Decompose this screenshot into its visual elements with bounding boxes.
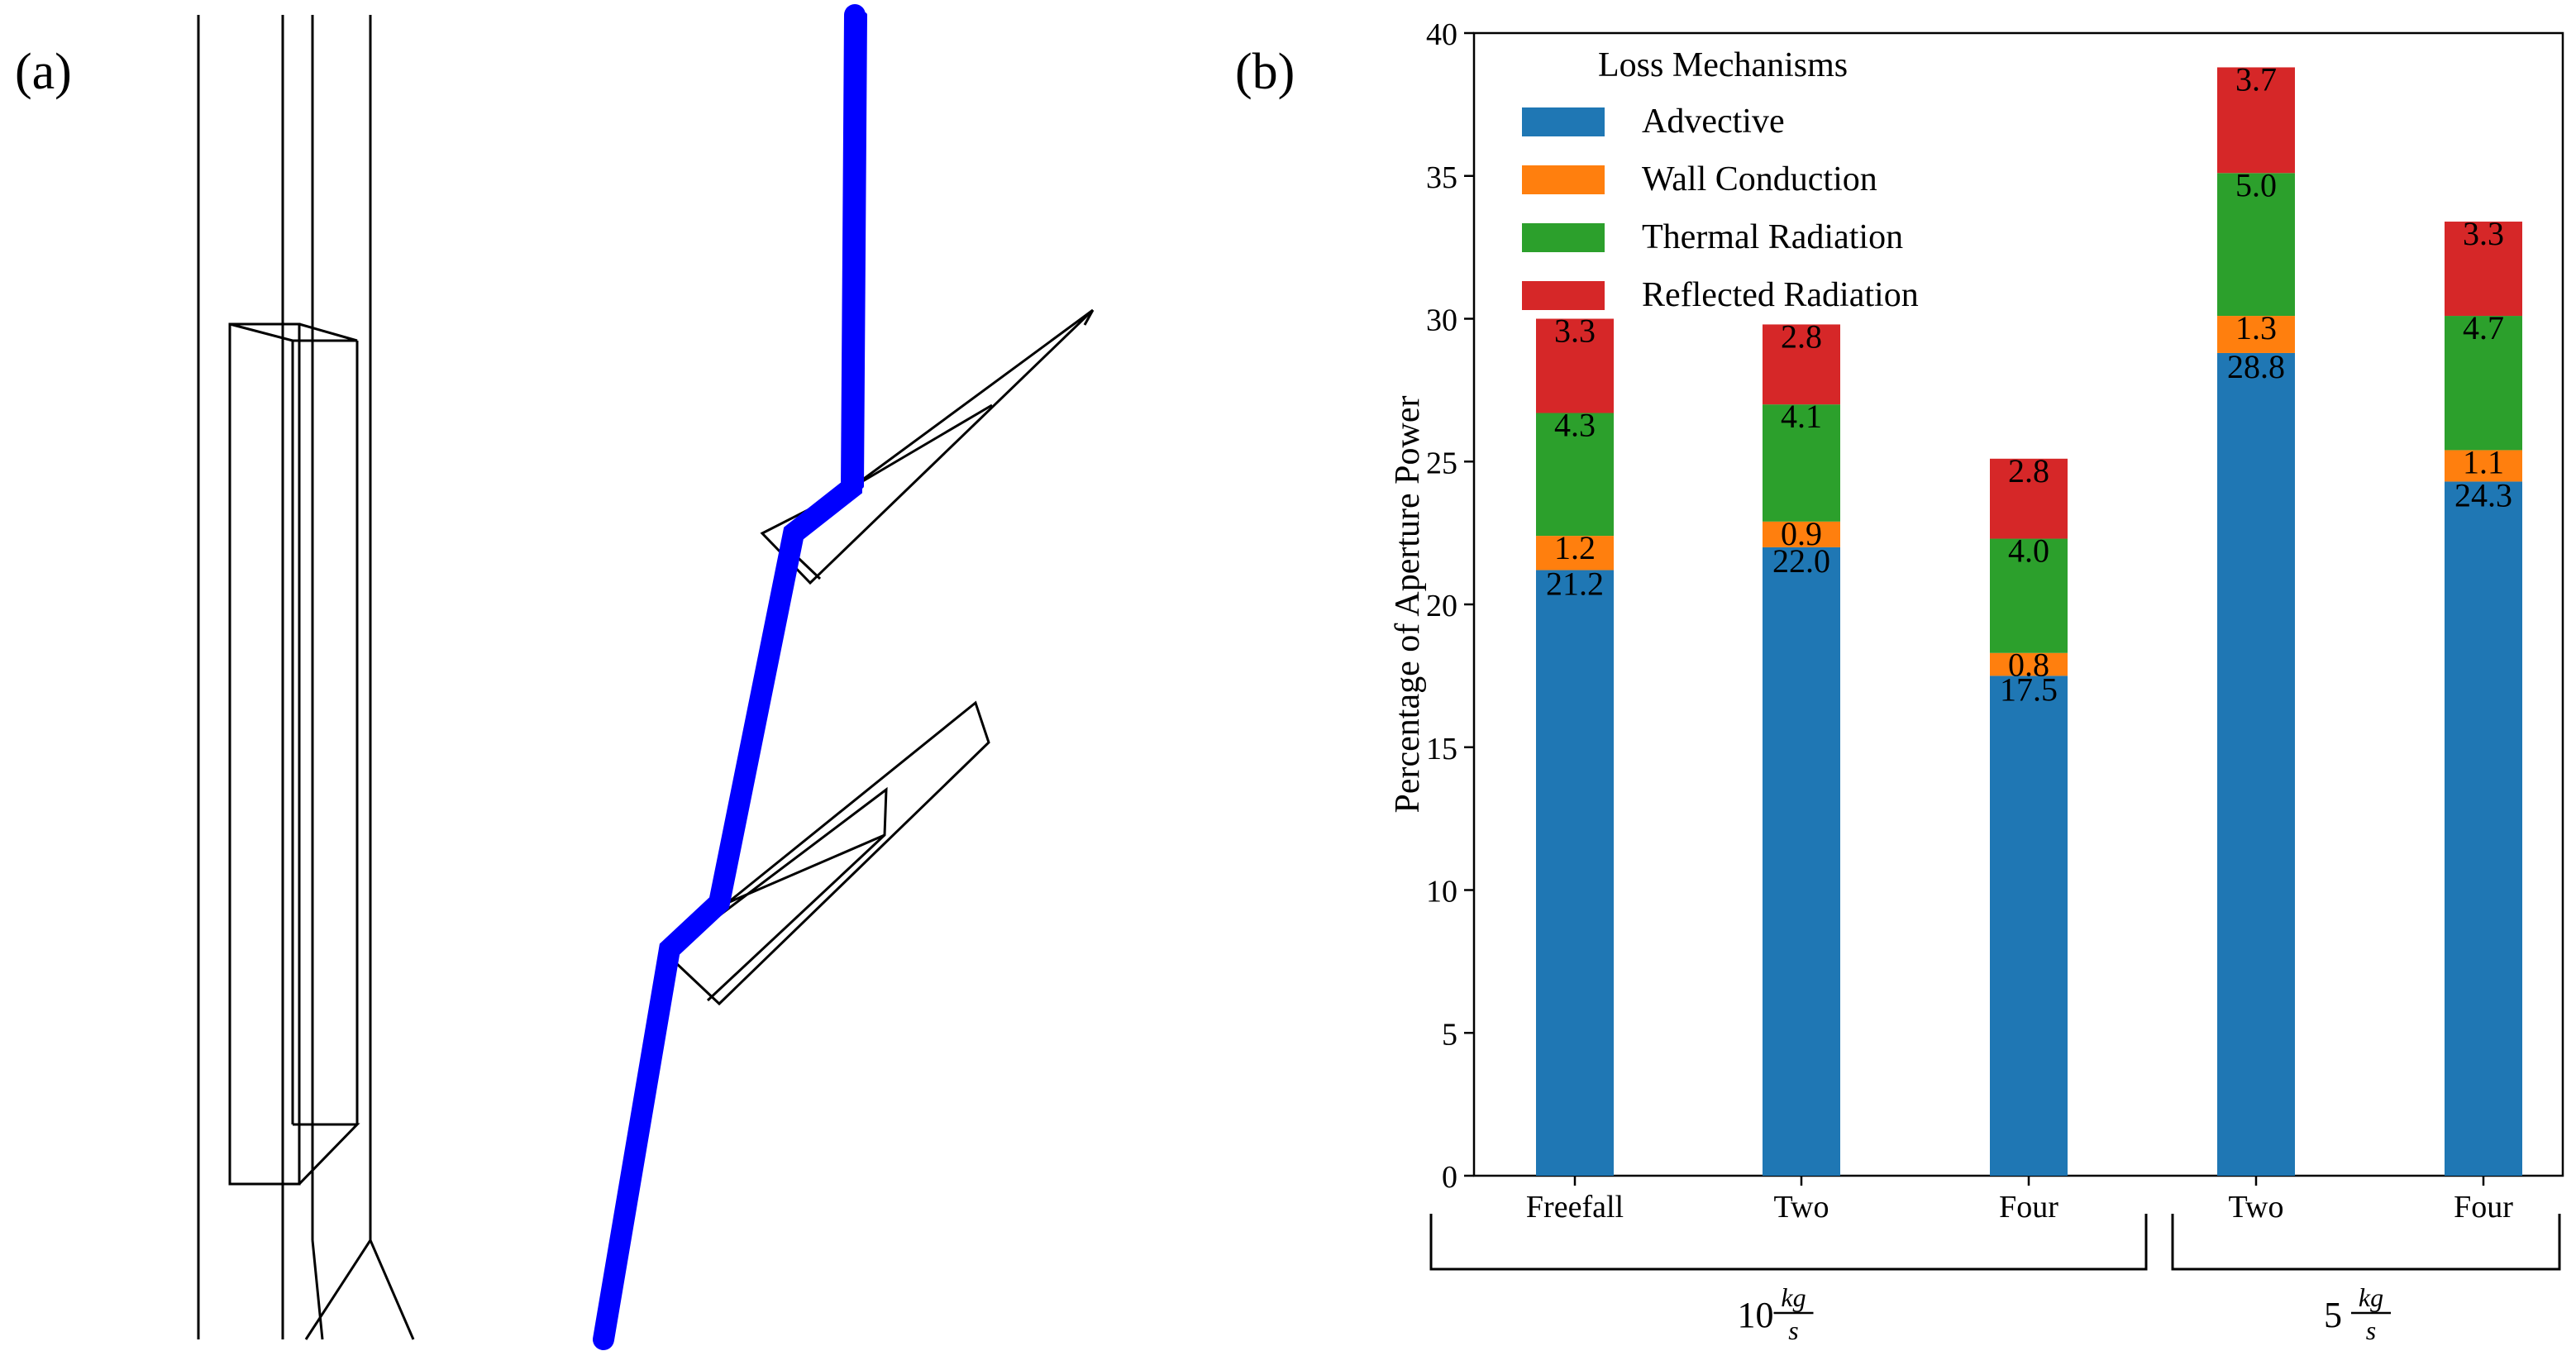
hopper-mid <box>304 1239 372 1340</box>
bar-data-label: 22.0 <box>1772 542 1830 580</box>
hopper-left <box>311 1239 324 1340</box>
particle-curtain-strand <box>859 12 867 489</box>
geometry-schematic <box>197 4 1095 1350</box>
bar-segment <box>1990 676 2068 1176</box>
bar-segment <box>2445 222 2522 317</box>
aperture-front-face <box>228 322 301 1186</box>
bar-segment <box>1763 547 1840 1176</box>
bar-segment <box>2217 67 2295 174</box>
group-label-frac-num: kg <box>1781 1282 1806 1312</box>
legend-label: Reflected Radiation <box>1642 276 1919 314</box>
aperture-top-face <box>229 322 358 342</box>
legend-swatch <box>1522 281 1605 310</box>
bar-data-label: 24.3 <box>2454 476 2512 513</box>
bar-segment <box>1536 570 1614 1176</box>
particle-curtain <box>593 4 867 1350</box>
lower-baffle-edge <box>727 833 885 905</box>
upper-baffle-outline <box>760 308 1095 585</box>
bar-segment <box>1536 318 1614 413</box>
legend-title: Loss Mechanisms <box>1598 46 1848 84</box>
aperture-bottom-face <box>293 1123 360 1186</box>
hopper-right <box>369 1239 415 1340</box>
bar-data-label: 21.2 <box>1546 566 1604 603</box>
bar-segment <box>1536 413 1614 537</box>
bar-segment <box>1763 404 1840 522</box>
bar-segment <box>1763 324 1840 405</box>
upper-baffle-edge <box>851 403 993 489</box>
stacked-bar-chart: 0 5 10 15 20 25 30 35 40 Percentage of Aperture P… <box>1389 17 2564 1345</box>
bar-segment <box>2217 316 2295 353</box>
bar-segment <box>2445 481 2522 1176</box>
particle-curtain-path <box>593 4 866 1350</box>
legend-swatch <box>1522 165 1605 194</box>
y-tick-label: 5 <box>1442 1017 1457 1052</box>
y-tick-label: 0 <box>1442 1160 1457 1195</box>
group-label-frac-den: s <box>1788 1315 1798 1345</box>
x-tick-label: Freefall <box>1526 1190 1624 1224</box>
bar-segment <box>1990 458 2068 539</box>
legend-label: Thermal Radiation <box>1642 218 1903 256</box>
bar-data-label: 2.8 <box>1781 317 1822 355</box>
riser-walls <box>197 15 415 1340</box>
y-tick-label: 15 <box>1426 732 1457 766</box>
y-tick-label: 35 <box>1426 160 1457 195</box>
bar-segment <box>2217 352 2295 1177</box>
group-label-number: 10 <box>1738 1295 1774 1335</box>
bar-segment <box>2445 450 2522 482</box>
y-tick-label: 10 <box>1426 875 1457 909</box>
y-tick-label: 30 <box>1426 303 1457 338</box>
legend-swatch <box>1522 223 1605 252</box>
lower-baffle-outline <box>659 700 990 1006</box>
x-tick-label: Two <box>2228 1190 2283 1224</box>
bar-segment <box>1990 652 2068 676</box>
bar-segment <box>1990 538 2068 653</box>
legend-label: Wall Conduction <box>1642 160 1877 198</box>
group-bracket <box>1429 1214 2148 1271</box>
y-tick-label: 40 <box>1426 17 1457 52</box>
group-label-frac-num: kg <box>2359 1282 2383 1312</box>
bar-data-label: 3.7 <box>2235 60 2277 98</box>
bar-segment <box>1763 521 1840 547</box>
lower-baffle <box>659 700 990 1006</box>
bar-data-label: 17.5 <box>2000 671 2058 708</box>
y-tick-label: 20 <box>1426 589 1457 623</box>
bar-segment <box>2445 316 2522 451</box>
y-axis-label: Percentage of Aperture Power <box>1389 396 1427 814</box>
x-tick-label: Four <box>1999 1190 2058 1224</box>
bar-data-label: 2.8 <box>2008 452 2049 489</box>
panel-b-label: (b) <box>1235 44 1295 100</box>
x-tick-label: Two <box>1773 1190 1829 1224</box>
y-tick-label: 25 <box>1426 446 1457 480</box>
bar-data-label: 3.3 <box>2463 215 2504 252</box>
x-tick-label: Four <box>2454 1190 2513 1224</box>
legend-label: Advective <box>1642 103 1785 141</box>
bar-segment <box>2217 173 2295 317</box>
bar-data-label: 3.3 <box>1554 313 1596 350</box>
legend-swatch <box>1522 107 1605 136</box>
aperture-box <box>228 322 360 1186</box>
lower-baffle-inner <box>694 786 888 1002</box>
group-label-frac-den: s <box>2366 1315 2376 1345</box>
bar-data-label: 28.8 <box>2227 348 2285 385</box>
panel-a-label: (a) <box>15 44 72 100</box>
bar-segment <box>1536 536 1614 570</box>
group-bracket <box>2171 1214 2561 1271</box>
group-label-number: 5 <box>2324 1295 2342 1335</box>
upper-baffle-tip <box>1083 309 1095 326</box>
upper-baffle <box>760 308 1095 585</box>
